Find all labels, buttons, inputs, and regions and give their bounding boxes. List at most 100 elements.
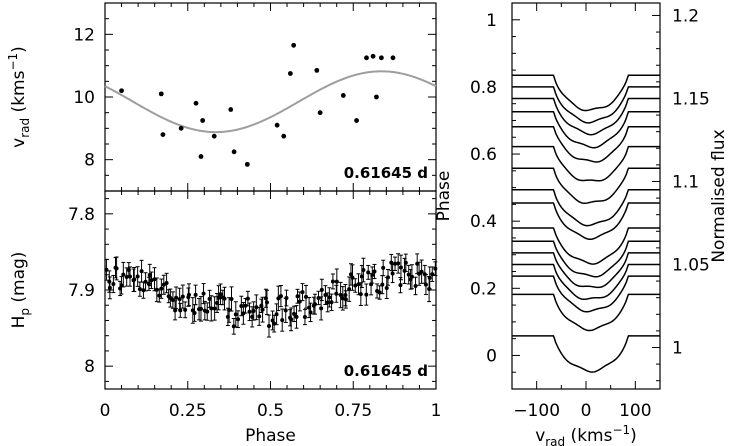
rv-period-label: 0.61645 d bbox=[344, 164, 428, 182]
photometry-point bbox=[370, 273, 375, 278]
photometry-point bbox=[319, 287, 324, 292]
rv-ytick-label: 10 bbox=[73, 88, 95, 108]
line-profile bbox=[512, 202, 660, 241]
rv-point bbox=[231, 149, 237, 155]
photometry-point bbox=[329, 300, 334, 305]
rv-point bbox=[178, 125, 184, 131]
phase-xtick-label: 0.25 bbox=[169, 401, 207, 421]
photometry-point bbox=[403, 260, 408, 265]
photometry-point bbox=[419, 269, 424, 274]
photometry-point bbox=[215, 300, 220, 305]
profile-phase-tick-label: 0.2 bbox=[470, 279, 497, 299]
profile-phase-label: Phase bbox=[434, 171, 454, 222]
photometry-point bbox=[124, 274, 129, 279]
photometry-point bbox=[390, 271, 395, 276]
profile-phase-tick-label: 1 bbox=[486, 11, 497, 31]
photometry-point bbox=[183, 307, 188, 312]
rv-point bbox=[378, 55, 384, 61]
line-profile bbox=[512, 189, 660, 227]
photometry-point bbox=[270, 318, 275, 323]
line-profile bbox=[512, 125, 660, 163]
photometry-point bbox=[294, 314, 299, 319]
profile-phase-tick-label: 0.6 bbox=[470, 145, 497, 165]
profile-flux-tick-label: 1.05 bbox=[672, 255, 710, 275]
photometry-point bbox=[406, 272, 411, 277]
line-profile bbox=[512, 110, 660, 149]
photometry-point bbox=[128, 274, 133, 279]
photometry-point bbox=[292, 311, 297, 316]
photometry-point bbox=[173, 308, 178, 313]
photometry-point bbox=[198, 306, 203, 311]
rv-ylabel-sup: −1 bbox=[6, 53, 20, 71]
photometry-point bbox=[413, 283, 418, 288]
rv-ytick-label: 12 bbox=[73, 25, 95, 45]
photometry-point bbox=[372, 269, 377, 274]
rv-point bbox=[340, 93, 346, 98]
photometry-ylabel-rest: (mag) bbox=[9, 252, 29, 308]
rv-ytick-label: 8 bbox=[84, 151, 95, 171]
photometry-point bbox=[229, 296, 234, 301]
photometry-point bbox=[359, 274, 364, 279]
photometry-point bbox=[289, 317, 294, 322]
rv-ylabel-sub: rad bbox=[18, 118, 32, 138]
rv-frame bbox=[104, 2, 437, 192]
photometry-point bbox=[178, 308, 183, 313]
photometry-point bbox=[312, 302, 317, 307]
photometry-point bbox=[356, 282, 361, 287]
rv-point bbox=[200, 118, 206, 123]
photometry-point bbox=[297, 299, 302, 304]
phase-xlabel: Phase bbox=[245, 426, 296, 446]
rv-point bbox=[317, 110, 323, 116]
photometry-point bbox=[284, 295, 289, 300]
photometry-point bbox=[233, 312, 238, 317]
photometry-ylabel-main: H bbox=[9, 316, 29, 329]
photometry-point bbox=[212, 306, 217, 311]
photometry-point bbox=[251, 308, 256, 313]
photometry-point bbox=[427, 275, 432, 280]
photometry-point bbox=[276, 296, 281, 301]
profile-phase-tick-label: 0.8 bbox=[470, 78, 497, 98]
photometry-point bbox=[323, 293, 328, 298]
photometry-point bbox=[423, 282, 428, 287]
photometry-point bbox=[381, 265, 386, 270]
line-profile bbox=[512, 167, 660, 205]
profile-vel-tick-label: 0 bbox=[581, 401, 592, 421]
photometry-point bbox=[137, 287, 142, 292]
profile-phase-tick-label: 0.4 bbox=[470, 212, 497, 232]
rv-ylabel-rest: (kms bbox=[9, 70, 29, 117]
profile-vel-tick-label: 100 bbox=[619, 401, 651, 421]
rv-point bbox=[291, 42, 297, 48]
profile-xlabel-rest: (kms bbox=[565, 426, 612, 446]
rv-point bbox=[390, 55, 396, 61]
phase-xtick-label: 1 bbox=[431, 401, 442, 421]
rv-point bbox=[244, 161, 250, 167]
rv-point bbox=[198, 154, 204, 159]
rv-ylabel: vrad (kms−1) bbox=[6, 46, 32, 148]
profile-xlabel-main: v bbox=[535, 426, 545, 446]
photometry-point bbox=[264, 300, 269, 305]
photometry-point bbox=[334, 279, 339, 284]
photometry-point bbox=[295, 294, 300, 299]
line-profile bbox=[512, 86, 660, 124]
photometry-point bbox=[231, 324, 236, 329]
photometry-point bbox=[308, 310, 313, 315]
rv-point bbox=[119, 88, 124, 94]
photometry-point bbox=[330, 279, 335, 284]
photometry-point bbox=[340, 296, 345, 301]
rv-fit-curve bbox=[104, 70, 437, 134]
photometry-point bbox=[266, 324, 271, 329]
photometry-point bbox=[247, 309, 252, 314]
profile-flux-tick-label: 1 bbox=[672, 338, 683, 358]
profile-vel-tick-label: −100 bbox=[513, 401, 560, 421]
photometry-ytick-label: 7.9 bbox=[68, 281, 95, 301]
line-profile bbox=[512, 335, 660, 373]
photometry-point bbox=[302, 315, 307, 320]
photometry-point bbox=[327, 295, 332, 300]
line-profile bbox=[512, 240, 660, 278]
profile-xlabel-sup: −1 bbox=[612, 423, 630, 437]
photometry-point bbox=[304, 294, 309, 299]
line-profile bbox=[512, 263, 660, 301]
photometry-point bbox=[384, 285, 389, 290]
photometry-point bbox=[250, 314, 255, 319]
